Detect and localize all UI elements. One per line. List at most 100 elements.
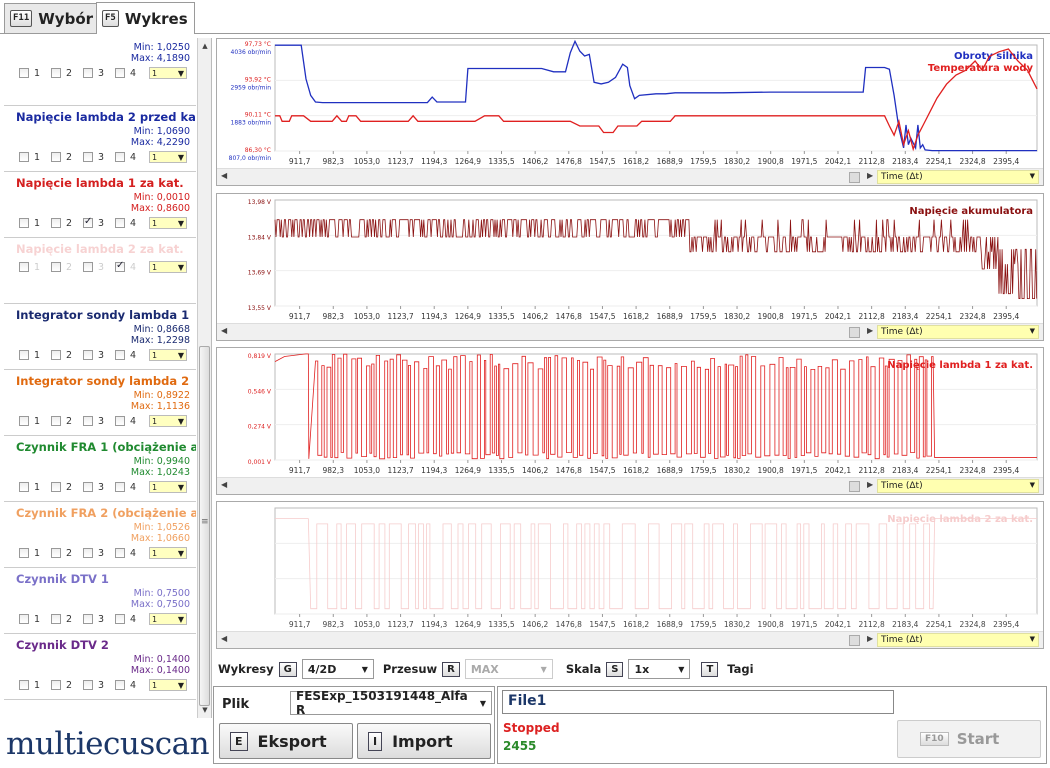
axis-checkbox[interactable]: [83, 216, 93, 228]
axis-checkbox[interactable]: [51, 680, 61, 690]
scroll-left-icon[interactable]: ◀: [221, 634, 228, 643]
x-tick-label: 1476,8: [556, 466, 582, 475]
scroll-up-icon[interactable]: ▲: [202, 42, 208, 50]
axis-checkbox-label: 2: [66, 415, 73, 427]
axis-checkbox[interactable]: [19, 548, 29, 558]
channel-scale-select[interactable]: 1 ▼: [149, 547, 187, 559]
axis-checkbox[interactable]: [51, 548, 61, 558]
channel-scale-select[interactable]: 1 ▼: [149, 679, 187, 691]
scroll-thumb[interactable]: [849, 327, 860, 338]
channel-item[interactable]: Integrator sondy lambda 2 Min: 0,8922 Max:…: [4, 370, 196, 436]
filename-field[interactable]: File1: [502, 690, 894, 714]
channel-scale-select[interactable]: 1 ▼: [149, 151, 187, 163]
channel-scale-select[interactable]: 1 ▼: [149, 415, 187, 427]
channel-item[interactable]: Czynnik FRA 2 (obciążenie akt Min: 1,0526…: [4, 502, 196, 568]
axis-checkbox[interactable]: [51, 416, 61, 426]
time-axis-select[interactable]: Time (Δt) ▼: [877, 633, 1039, 647]
axis-checkbox[interactable]: [19, 416, 29, 426]
axis-checkbox[interactable]: [51, 482, 61, 492]
axis-checkbox[interactable]: [115, 680, 125, 690]
file-select[interactable]: FESExp_1503191448_Alfa R ▼: [290, 689, 492, 717]
channel-item[interactable]: Integrator sondy lambda 1 Min: 0,8668 Max:…: [4, 304, 196, 370]
axis-checkbox[interactable]: [51, 350, 61, 360]
axis-checkbox[interactable]: [83, 614, 93, 624]
axis-checkbox[interactable]: [115, 548, 125, 558]
axis-checkbox[interactable]: [83, 152, 93, 162]
import-button[interactable]: I Import: [357, 723, 491, 759]
chart-4-scrollbar[interactable]: ◀ ▶ Time (Δt) ▼: [217, 631, 1043, 648]
channel-item[interactable]: Napięcie lambda 2 za kat. 1 2 3 4 1▼: [4, 238, 196, 304]
scroll-thumb[interactable]: [849, 481, 860, 492]
axis-checkbox[interactable]: [19, 482, 29, 492]
scroll-down-icon[interactable]: ▼: [202, 706, 208, 714]
axis-checkbox[interactable]: [51, 262, 61, 272]
channel-scale-select[interactable]: 1 ▼: [149, 217, 187, 229]
channel-item[interactable]: Napięcie lambda 1 za kat. Min: 0,0010 Max:…: [4, 172, 196, 238]
tab-wykres[interactable]: F5 Wykres: [96, 2, 195, 34]
axis-checkbox[interactable]: [19, 680, 29, 690]
scroll-thumb[interactable]: [849, 635, 860, 646]
channel-scale-select[interactable]: 1 ▼: [149, 67, 187, 79]
axis-checkbox[interactable]: [19, 68, 29, 78]
axis-checkbox[interactable]: [19, 350, 29, 360]
wykresy-select[interactable]: 4/2D ▼: [301, 659, 374, 679]
axis-checkbox[interactable]: [19, 614, 29, 624]
eksport-button[interactable]: E Eksport: [219, 723, 353, 759]
axis-checkbox[interactable]: [115, 260, 125, 272]
tagi-key-badge[interactable]: T: [701, 661, 719, 677]
axis-checkbox[interactable]: [83, 350, 93, 360]
channel-item[interactable]: Czynnik DTV 1 Min: 0,7500 Max: 0,7500 1 2 3 4 1…: [4, 568, 196, 634]
time-axis-select[interactable]: Time (Δt) ▼: [877, 325, 1039, 339]
axis-checkbox[interactable]: [19, 218, 29, 228]
channel-scale-select[interactable]: 1 ▼: [149, 349, 187, 361]
axis-checkbox[interactable]: [83, 416, 93, 426]
channel-item[interactable]: Napięcie lambda 2 przed kat. Min: 1,0690 M…: [4, 106, 196, 172]
axis-checkbox[interactable]: [51, 218, 61, 228]
przesuw-select[interactable]: MAX ▼: [464, 659, 553, 679]
axis-checkbox[interactable]: [19, 262, 29, 272]
axis-checkbox[interactable]: [115, 416, 125, 426]
tab-wybor[interactable]: F11 Wybór: [4, 3, 101, 33]
axis-checkbox[interactable]: [115, 350, 125, 360]
chart-2-scrollbar[interactable]: ◀ ▶ Time (Δt) ▼: [217, 323, 1043, 340]
axis-checkbox[interactable]: [51, 68, 61, 78]
axis-checkbox[interactable]: [83, 68, 93, 78]
axis-checkbox[interactable]: [51, 152, 61, 162]
axis-checkbox[interactable]: [115, 218, 125, 228]
chevron-down-icon: ▼: [177, 548, 184, 558]
scroll-left-icon[interactable]: ◀: [221, 171, 228, 180]
axis-checkbox[interactable]: [83, 548, 93, 558]
channel-scale-select[interactable]: 1 ▼: [149, 261, 187, 273]
channel-item[interactable]: Czynnik FRA 1 (obciążenie akt Min: 0,9940…: [4, 436, 196, 502]
scroll-right-icon[interactable]: ▶: [867, 326, 874, 335]
axis-checkbox[interactable]: [115, 482, 125, 492]
time-axis-select[interactable]: Time (Δt) ▼: [877, 479, 1039, 493]
start-button[interactable]: F10 Start: [897, 720, 1041, 758]
scroll-left-icon[interactable]: ◀: [221, 480, 228, 489]
channel-scale-select[interactable]: 1 ▼: [149, 481, 187, 493]
axis-checkbox[interactable]: [115, 68, 125, 78]
axis-checkbox[interactable]: [83, 262, 93, 272]
scroll-left-icon[interactable]: ◀: [221, 326, 228, 335]
scroll-thumb[interactable]: [849, 172, 860, 183]
channel-list-scrollbar[interactable]: ▲ ▼: [197, 38, 211, 718]
axis-checkbox[interactable]: [19, 152, 29, 162]
legend-label: Obroty silnika: [954, 51, 1033, 62]
axis-checkbox[interactable]: [83, 680, 93, 690]
scroll-right-icon[interactable]: ▶: [867, 171, 874, 180]
axis-checkbox[interactable]: [115, 152, 125, 162]
channel-item[interactable]: Czynnik DTV 2 Min: 0,1400 Max: 0,1400 1 2 3 4 1…: [4, 634, 196, 700]
channel-item[interactable]: Min: 1,0250 Max: 4,1890 1 2 3 4 1 ▼: [4, 38, 196, 106]
axis-checkbox[interactable]: [51, 614, 61, 624]
chart-2-svg: 911,7 982,3 1053,0 1123,7 1194,3 1264,9 1335,5…: [248, 199, 1038, 321]
scroll-right-icon[interactable]: ▶: [867, 480, 874, 489]
channel-scale-select[interactable]: 1 ▼: [149, 613, 187, 625]
chart-3-scrollbar[interactable]: ◀ ▶ Time (Δt) ▼: [217, 477, 1043, 494]
axis-checkbox[interactable]: [115, 614, 125, 624]
time-axis-select[interactable]: Time (Δt) ▼: [877, 170, 1039, 184]
chart-1-scrollbar[interactable]: ◀ ▶ Time (Δt) ▼: [217, 168, 1043, 185]
scroll-right-icon[interactable]: ▶: [867, 634, 874, 643]
axis-checkbox[interactable]: [83, 482, 93, 492]
scroll-thumb[interactable]: [199, 346, 210, 706]
skala-select[interactable]: 1x ▼: [628, 659, 691, 679]
